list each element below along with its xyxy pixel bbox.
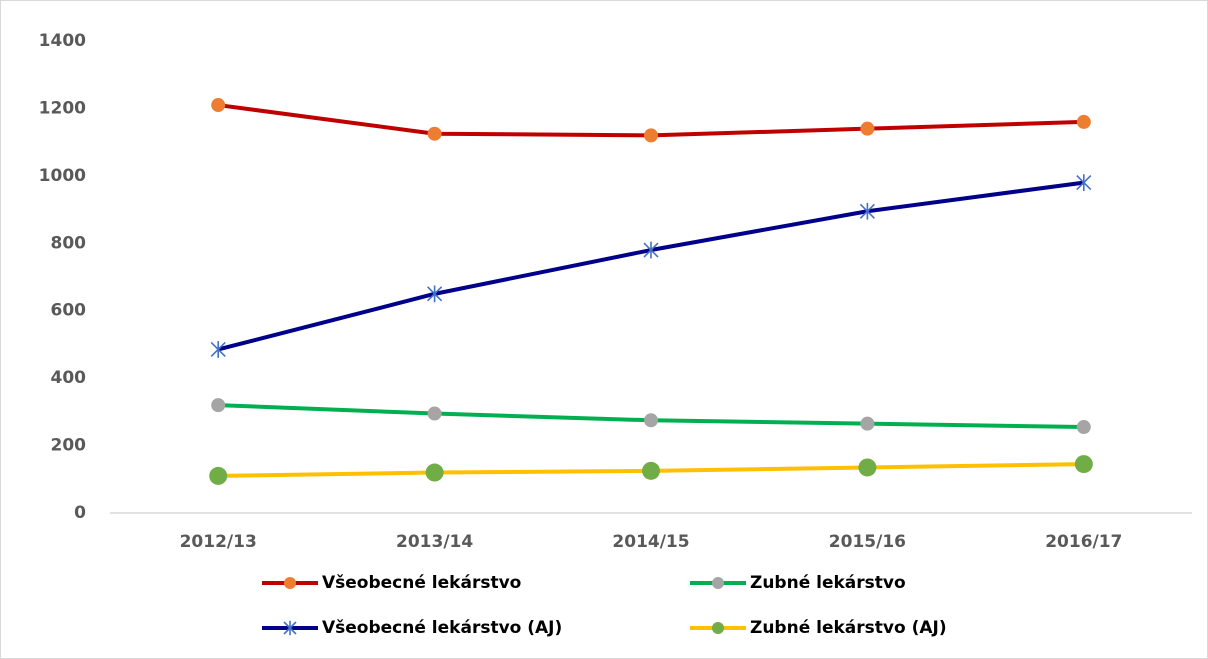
data-point [1076, 174, 1092, 191]
legend-label: Všeobecné lekárstvo (AJ) [322, 618, 562, 638]
y-tick-label: 400 [51, 368, 87, 388]
y-tick-label: 1200 [39, 98, 86, 118]
data-point [427, 126, 442, 141]
data-point [1076, 114, 1091, 129]
legend-marker [284, 577, 296, 589]
y-tick-label: 1400 [39, 31, 86, 51]
data-point [1074, 455, 1093, 474]
x-tick-label: 2015/16 [829, 532, 906, 552]
star-marker-stroke [283, 620, 297, 636]
y-tick-label: 200 [51, 436, 87, 456]
x-tick-label: 2012/13 [180, 532, 257, 552]
data-point [643, 241, 659, 259]
y-tick-label: 0 [74, 503, 86, 523]
data-point [644, 128, 658, 143]
y-tick-label: 800 [51, 233, 87, 253]
data-point [211, 98, 226, 113]
y-tick-label: 600 [51, 301, 87, 321]
data-point [211, 398, 226, 413]
data-point [427, 406, 442, 421]
data-point [425, 463, 444, 482]
data-point [860, 121, 875, 136]
star-marker-stroke [210, 341, 226, 358]
data-point [209, 466, 228, 485]
x-tick-label: 2014/15 [612, 532, 689, 552]
data-point [1076, 420, 1091, 435]
star-marker-stroke [1076, 174, 1092, 191]
legend-label: Všeobecné lekárstvo [322, 573, 521, 593]
data-point [644, 413, 658, 428]
data-point [642, 461, 660, 480]
x-tick-label: 2013/14 [396, 532, 473, 552]
data-point [859, 202, 875, 220]
star-marker-stroke [427, 285, 443, 303]
data-point [210, 341, 226, 358]
legend-marker [712, 577, 724, 589]
legend-label: Zubné lekárstvo (AJ) [750, 618, 947, 638]
legend-marker [283, 620, 297, 636]
data-point [858, 458, 877, 477]
data-point [427, 285, 443, 303]
star-marker-stroke [859, 202, 875, 220]
legend-marker [712, 622, 724, 634]
y-tick-label: 1000 [39, 166, 86, 186]
legend-label: Zubné lekárstvo [750, 573, 906, 593]
x-tick-label: 2016/17 [1045, 532, 1122, 552]
star-marker-stroke [643, 241, 659, 259]
data-point [860, 416, 875, 431]
